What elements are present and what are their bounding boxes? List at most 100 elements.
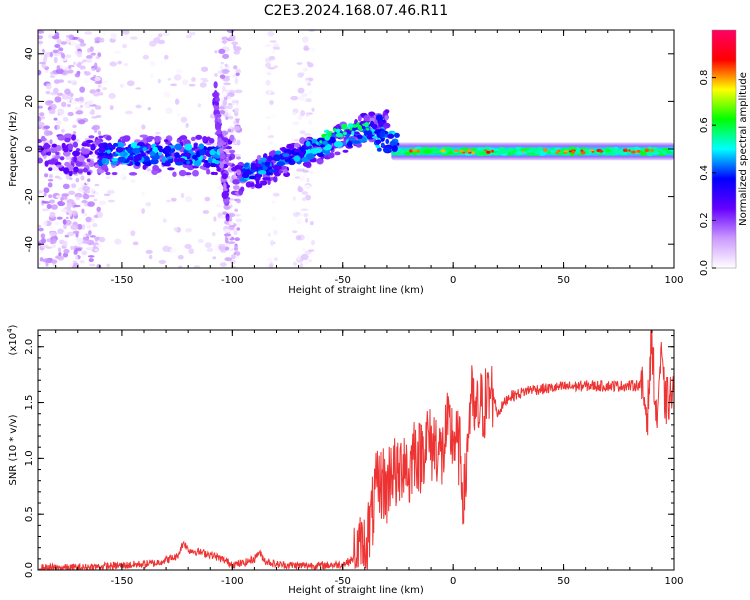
spectrogram-cell — [54, 221, 60, 226]
spectrogram-cell — [48, 167, 53, 171]
spectrogram-cell — [299, 262, 304, 268]
spectrogram-cell — [94, 237, 99, 242]
spectrogram-cell — [62, 183, 70, 190]
spectrogram-cell — [242, 171, 250, 179]
spectrogram-cell — [212, 256, 217, 260]
spectrogram-cell — [236, 156, 241, 160]
spectrogram-cell — [326, 130, 333, 134]
spectrogram-cell — [256, 154, 262, 161]
spectrogram-cell — [237, 175, 242, 179]
spectrogram-cell — [58, 252, 62, 257]
spectrogram-cell — [179, 135, 188, 140]
spectrogram-cell — [89, 194, 95, 198]
spectrogram-cell — [57, 228, 64, 235]
spectrogram-cell — [167, 204, 173, 211]
spectrogram-cell — [174, 98, 180, 105]
spectrogram-cell — [42, 57, 48, 63]
spectrogram-cell — [58, 109, 65, 116]
spectrogram-cell — [98, 92, 104, 96]
spectrogram-cell — [47, 178, 54, 182]
spectrogram-cell — [146, 136, 155, 140]
spectrogram-cell — [55, 151, 60, 156]
spectrogram-cell — [300, 208, 309, 211]
spectrogram-cell — [272, 154, 281, 162]
spectrogram-cell — [644, 148, 649, 153]
spectrogram-cell — [557, 149, 561, 153]
spectrogram-cell — [46, 148, 55, 152]
spectrogram-cell — [328, 133, 332, 138]
spectrogram-cell — [412, 149, 418, 152]
spectrogram-cell — [117, 156, 126, 163]
spectrogram-cell — [72, 124, 77, 129]
spectrogram-cell — [309, 170, 314, 175]
spectrogram-cell — [48, 108, 56, 115]
snr-y-tick-label: 1.0 — [24, 450, 35, 466]
spectrogram-cell — [38, 227, 44, 232]
spectrogram-cell — [218, 147, 224, 154]
spectrogram-cell — [76, 62, 82, 68]
spectrogram-cell — [64, 88, 71, 95]
spectrogram-cell — [476, 152, 481, 156]
spectrogram-cell — [115, 141, 125, 149]
spectrogram-cell — [233, 46, 242, 52]
spectrogram-cell — [59, 156, 65, 161]
spectrogram-cell — [72, 36, 78, 40]
spectrogram-cell — [181, 79, 189, 86]
spectrogram-cell — [84, 104, 90, 108]
spectrogram-cell — [62, 116, 69, 122]
spectrogram-cell — [51, 143, 57, 148]
spectrogram-cell — [324, 135, 330, 141]
spectrogram-cell — [448, 150, 454, 155]
spectrogram-cell — [124, 110, 133, 115]
spectrogram-cell — [146, 168, 152, 172]
spectrogram-cell — [227, 105, 233, 110]
spectrogram-cell — [301, 197, 307, 202]
spectrogram-cell — [87, 178, 91, 182]
spectrogram-cell — [65, 54, 72, 59]
spectrogram-cell — [93, 92, 100, 97]
spectrogram-cell — [56, 164, 63, 168]
spectrogram-cell — [175, 68, 184, 74]
spectrogram-cell — [211, 231, 216, 237]
spectrogram-cell — [48, 199, 55, 204]
spectrogram-cell — [223, 233, 232, 237]
spectrogram-cell — [228, 212, 236, 218]
spectrogram-cell — [369, 117, 375, 123]
spectrogram-cell — [114, 238, 122, 245]
spectrogram-cell — [106, 263, 111, 267]
spectrogram-cell — [152, 164, 159, 171]
spectrogram-cell — [640, 152, 647, 156]
spectrogram-cell — [74, 73, 81, 78]
spectrogram-cell — [126, 157, 134, 161]
snr-x-tick-label: -100 — [221, 576, 244, 587]
spectrogram-x-label: Height of straight line (km) — [288, 285, 424, 296]
spectrogram-cell — [161, 32, 170, 36]
spectrogram-cell — [631, 150, 637, 154]
colorbar-label: Normalized spectral amplitude — [738, 72, 749, 226]
spectrogram-cell — [95, 139, 102, 146]
spectrogram-cell — [349, 127, 353, 131]
spectrogram-cell — [306, 177, 310, 183]
spectrogram-cell — [97, 84, 102, 88]
spectrogram-cell — [38, 139, 43, 143]
spectrogram-cell — [119, 83, 125, 88]
spectrogram-cell — [92, 222, 98, 228]
spectrogram-cell — [58, 79, 65, 83]
spectrogram-cell — [167, 158, 174, 164]
spectrogram-cell — [38, 121, 45, 128]
colorbar-tick-label: 0.4 — [699, 165, 710, 181]
spectrogram-cell — [206, 168, 211, 175]
spectrogram-cell — [90, 187, 94, 195]
spectrogram-cell — [63, 223, 67, 230]
spectrogram-cell — [229, 125, 233, 130]
spectrogram-cell — [145, 249, 153, 254]
spectrogram-cell — [206, 247, 214, 252]
spectrogram-cell — [628, 149, 631, 152]
spectrogram-cell — [491, 148, 500, 152]
spectrogram-cell — [598, 150, 604, 153]
spectrogram-cell — [275, 150, 282, 155]
spectrogram-cell — [467, 148, 472, 153]
spectrogram-cell — [250, 162, 257, 170]
spectrogram-cell — [38, 224, 42, 228]
spectrogram-cell — [85, 216, 92, 223]
